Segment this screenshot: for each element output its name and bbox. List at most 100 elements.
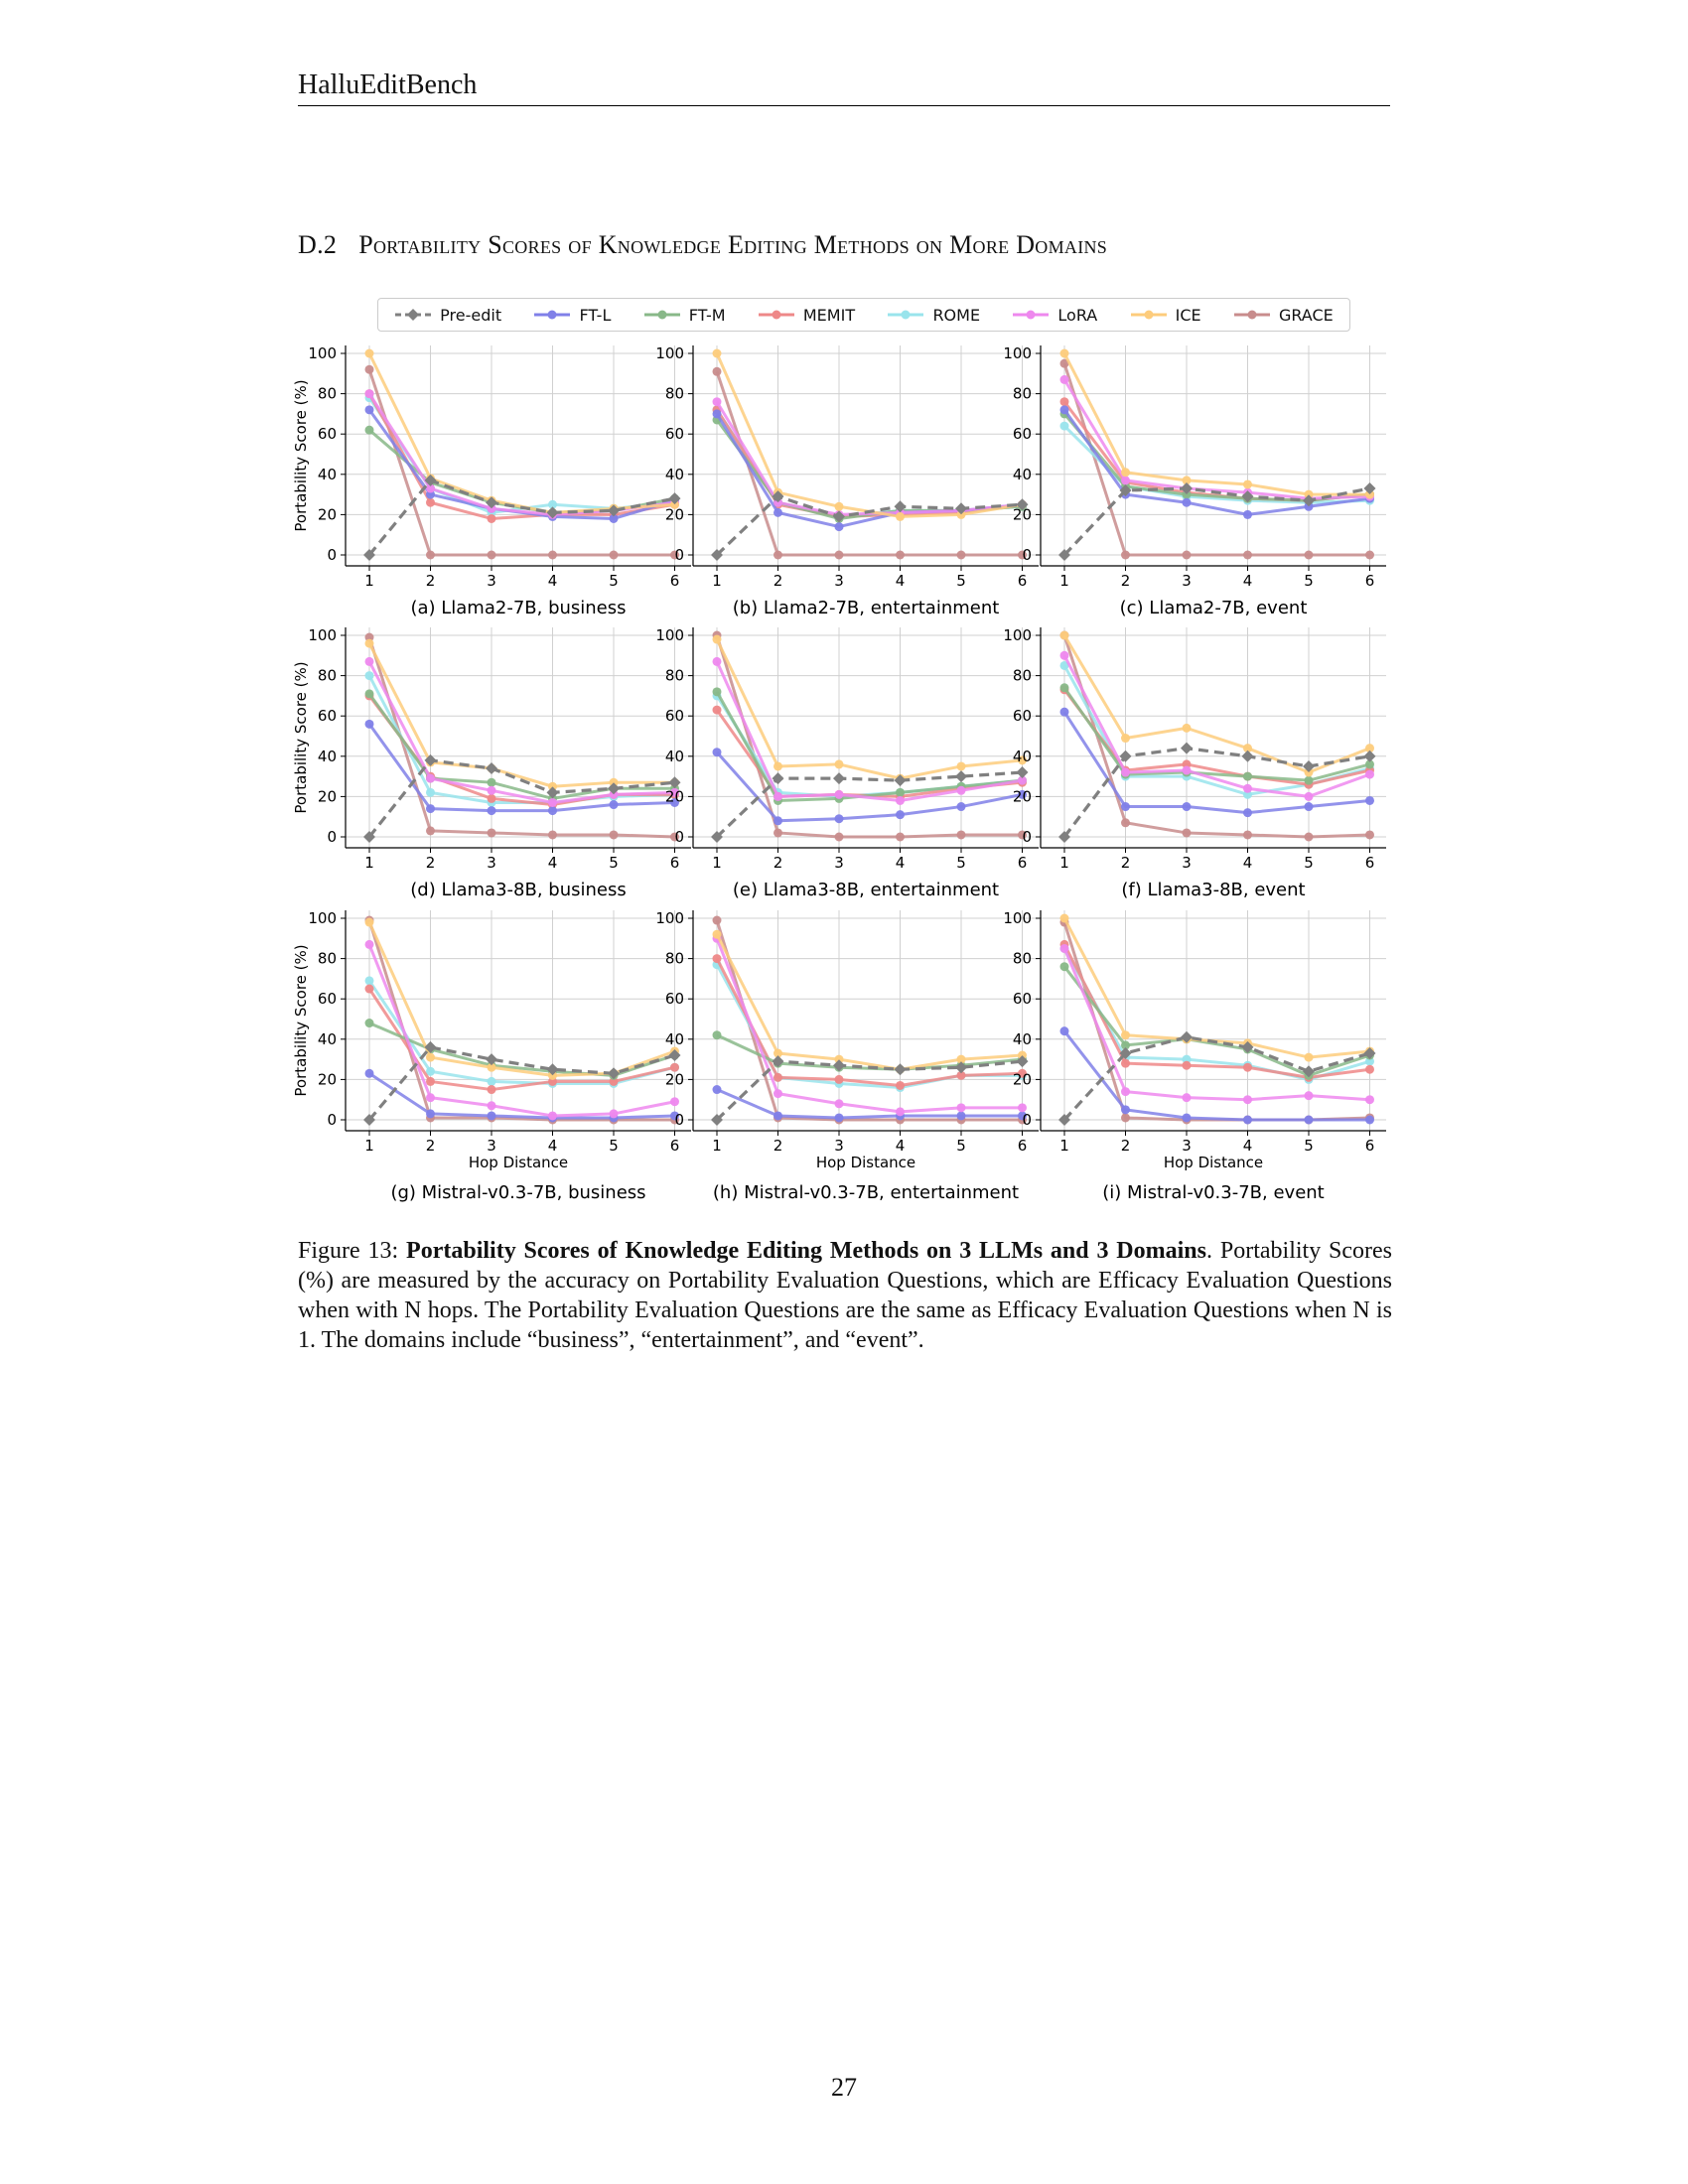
series-line	[1062, 634, 1370, 839]
chart-legend: Pre-edit FT-L FT-M MEMIT ROME LoRA ICE GRACE	[377, 298, 1350, 332]
x-tick-label: 1	[1059, 854, 1069, 872]
data-point	[1016, 1055, 1029, 1068]
y-tick-label: 80	[318, 667, 337, 685]
series-lora	[364, 939, 679, 1121]
x-tick-label: 1	[712, 1137, 722, 1155]
legend-label: LoRA	[1057, 305, 1098, 325]
x-tick-label: 3	[1182, 854, 1192, 872]
data-point	[487, 777, 496, 787]
data-point	[1059, 913, 1069, 923]
data-point	[834, 1099, 844, 1109]
data-point	[1243, 783, 1252, 793]
x-tick-label: 4	[548, 572, 558, 590]
data-point	[1243, 509, 1252, 519]
data-point	[712, 366, 722, 376]
data-point	[424, 753, 437, 766]
x-tick-label: 3	[487, 1137, 496, 1155]
series-line	[367, 660, 675, 804]
data-point	[834, 501, 844, 511]
data-point	[1121, 802, 1130, 812]
y-tick-label: 60	[318, 990, 337, 1008]
series-line	[367, 478, 675, 557]
data-point	[609, 800, 619, 810]
data-point	[1303, 494, 1315, 507]
data-point	[712, 705, 722, 715]
data-point	[426, 1066, 435, 1076]
data-point	[548, 781, 557, 791]
x-tick-label: 4	[896, 572, 906, 590]
data-point	[1182, 828, 1192, 838]
data-point	[1121, 1105, 1130, 1115]
data-point	[1303, 759, 1315, 772]
x-tick-label: 6	[1365, 572, 1375, 590]
data-point	[548, 830, 557, 840]
data-point	[1121, 1030, 1130, 1040]
series-line	[715, 400, 1023, 516]
subplot-title: (e) Llama3-8B, entertainment	[733, 880, 999, 900]
legend-label: GRACE	[1278, 305, 1334, 325]
data-point	[1059, 630, 1069, 640]
data-point	[364, 719, 374, 729]
data-point	[1182, 1093, 1192, 1103]
legend-label: FT-L	[579, 305, 612, 325]
y-tick-label: 40	[665, 466, 684, 483]
y-tick-label: 20	[1013, 787, 1032, 805]
x-tick-label: 1	[364, 854, 374, 872]
data-point	[834, 789, 844, 799]
y-tick-label: 20	[665, 787, 684, 805]
legend-item-ice: ICE	[1130, 306, 1201, 325]
data-point	[487, 1062, 496, 1072]
data-point	[1304, 550, 1314, 560]
y-axis-label: Portability Score (%)	[292, 661, 310, 813]
series-pre-edit	[1058, 482, 1376, 561]
data-point	[1182, 802, 1192, 812]
data-point	[1304, 775, 1314, 785]
data-point	[364, 1019, 374, 1028]
data-point	[364, 984, 374, 994]
y-tick-label: 100	[308, 626, 337, 644]
data-point	[426, 1093, 435, 1103]
data-point	[1304, 501, 1314, 511]
x-tick-label: 2	[774, 1137, 783, 1155]
x-tick-label: 5	[1304, 572, 1314, 590]
data-point	[426, 497, 435, 507]
x-tick-label: 3	[1182, 1137, 1192, 1155]
data-point	[424, 474, 437, 486]
data-point	[486, 496, 497, 509]
data-point	[1243, 1062, 1252, 1072]
x-tick-label: 2	[1121, 854, 1131, 872]
x-tick-label: 1	[1059, 572, 1069, 590]
data-point	[956, 509, 966, 519]
data-point	[1243, 808, 1252, 818]
series-line	[715, 770, 1023, 839]
data-point	[956, 802, 966, 812]
series-line	[715, 409, 1023, 518]
data-point	[774, 761, 782, 771]
y-tick-label: 0	[674, 828, 684, 846]
x-tick-label: 5	[1304, 854, 1314, 872]
x-tick-label: 5	[956, 1137, 966, 1155]
series-line	[1062, 688, 1370, 786]
series-line	[367, 1045, 675, 1122]
data-point	[1018, 1050, 1027, 1060]
x-tick-label: 6	[1018, 1137, 1028, 1155]
data-point	[955, 770, 967, 783]
series-line	[1062, 486, 1370, 557]
series-line	[367, 988, 675, 1092]
series-pre-edit	[711, 1055, 1029, 1126]
data-point	[1121, 1058, 1130, 1068]
data-point	[1363, 482, 1376, 495]
data-point	[712, 954, 722, 964]
series-line	[367, 368, 675, 557]
y-tick-label: 80	[1013, 667, 1032, 685]
x-tick-label: 5	[609, 572, 619, 590]
data-point	[1059, 707, 1069, 717]
data-point	[1018, 755, 1027, 765]
subplot-title: (h) Mistral-v0.3-7B, entertainment	[713, 1182, 1019, 1203]
data-point	[487, 793, 496, 803]
data-point	[834, 759, 844, 769]
data-point	[834, 814, 844, 824]
data-point	[426, 550, 435, 560]
